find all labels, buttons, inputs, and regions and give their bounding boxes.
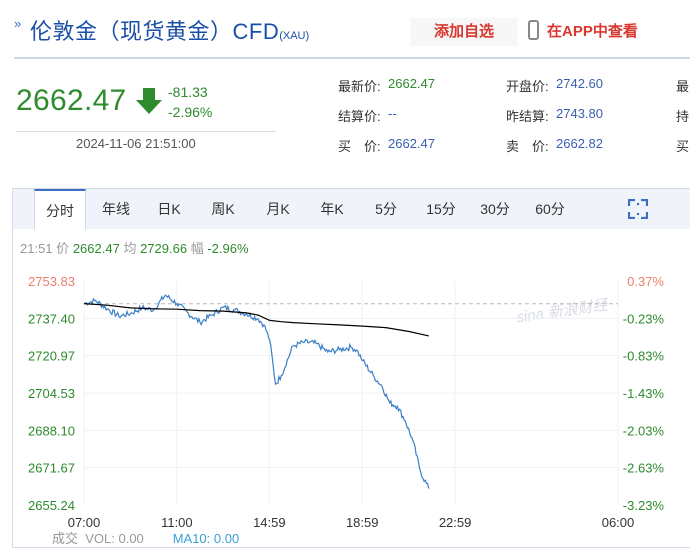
volume-label: 成交	[52, 531, 79, 546]
info-amp-label: 幅	[190, 241, 204, 256]
field-ask-label: 卖 价:	[506, 139, 549, 154]
field-settle-label: 结算价:	[338, 109, 381, 124]
y-pct-tick-label: -1.43%	[623, 386, 665, 401]
field-bid-label: 买 价:	[338, 139, 381, 154]
field-ask-value: 2662.82	[556, 136, 603, 151]
y-pct-tick-label: -3.23%	[623, 498, 665, 513]
add-watchlist-button[interactable]: 添加自选	[410, 18, 518, 46]
tab-daily-k[interactable]: 日K	[157, 201, 181, 217]
info-time: 21:51	[20, 241, 53, 256]
field-latest-value: 2662.47	[388, 76, 435, 91]
page-title: 伦敦金（现货黄金）CFD(XAU)	[30, 19, 310, 44]
y-tick-label: 2688.10	[28, 423, 75, 438]
volume-value: VOL: 0.00	[85, 531, 144, 546]
tab-monthly-k[interactable]: 月K	[266, 201, 290, 217]
y-tick-label: 2753.83	[28, 274, 75, 289]
field-open-value: 2742.60	[556, 76, 603, 91]
field-bid-value: 2662.47	[388, 136, 435, 151]
tab-30min[interactable]: 30分	[480, 201, 510, 217]
ma10-value: MA10: 0.00	[172, 531, 240, 546]
field-cutoff-1: 最	[676, 79, 690, 94]
tab-60min[interactable]: 60分	[535, 201, 565, 217]
price-change: -81.33 -2.96%	[168, 82, 212, 122]
info-amp: -2.96%	[207, 241, 249, 256]
tab-year-line[interactable]: 年线	[102, 201, 130, 217]
price-line	[83, 294, 430, 489]
tab-intraday[interactable]: 分时	[34, 189, 86, 230]
y-pct-tick-label: -2.63%	[623, 461, 665, 476]
field-cutoff-3: 买	[676, 139, 690, 154]
field-cutoff-2: 持	[676, 109, 690, 124]
quote-divider	[16, 131, 276, 132]
y-pct-tick-label: 0.37%	[627, 274, 664, 289]
arrow-down-icon	[136, 88, 162, 114]
tab-15min[interactable]: 15分	[426, 201, 456, 217]
chart-info-bar: 21:51 价 2662.47 均 2729.66 幅 -2.96%	[20, 238, 249, 257]
x-tick-label: 07:00	[68, 515, 101, 530]
info-price: 2662.47	[72, 241, 120, 256]
y-pct-tick-label: -0.23%	[623, 311, 665, 326]
tab-5min[interactable]: 5分	[375, 201, 397, 217]
header-divider	[14, 57, 690, 59]
volume-bar: 成交 VOL: 0.00 MA10: 0.00	[52, 528, 239, 547]
tab-weekly-k[interactable]: 周K	[211, 201, 235, 217]
quote-datetime: 2024-11-06 21:51:00	[76, 136, 196, 151]
chart-tab-bar	[13, 189, 690, 229]
y-pct-tick-label: -0.83%	[623, 349, 665, 364]
view-in-app-label: 在APP中查看	[547, 23, 638, 40]
y-pct-tick-label: -2.03%	[623, 423, 665, 438]
tab-yearly-k[interactable]: 年K	[320, 201, 344, 217]
page-subtitle: (XAU)	[279, 30, 310, 42]
header-arrow-icon: »	[14, 16, 22, 31]
info-avg-label: 均	[123, 241, 137, 256]
field-open-label: 开盘价:	[506, 79, 549, 94]
change-percent: -2.96%	[168, 104, 213, 120]
info-price-label: 价	[56, 241, 70, 256]
x-tick-label: 22:59	[439, 515, 472, 530]
x-tick-label: 11:00	[161, 515, 193, 530]
info-avg: 2729.66	[140, 241, 188, 256]
y-tick-label: 2671.67	[28, 461, 75, 476]
y-tick-label: 2737.40	[28, 311, 75, 326]
field-settle-value: --	[388, 106, 397, 121]
y-tick-label: 2655.24	[28, 498, 75, 513]
field-prev-settle-value: 2743.80	[556, 106, 603, 121]
x-tick-label: 14:59	[253, 515, 286, 530]
current-price: 2662.47	[16, 84, 127, 117]
change-value: -81.33	[168, 84, 208, 100]
field-prev-settle-label: 昨结算:	[506, 109, 549, 124]
x-tick-label: 18:59	[346, 515, 379, 530]
view-in-app-button[interactable]: 在APP中查看	[528, 18, 668, 46]
fullscreen-icon[interactable]	[628, 199, 648, 219]
average-line	[83, 303, 429, 337]
y-tick-label: 2704.53	[28, 386, 75, 401]
y-tick-label: 2720.97	[28, 349, 75, 364]
phone-icon	[528, 20, 539, 41]
field-latest-label: 最新价:	[338, 79, 381, 94]
x-tick-label: 06:00	[602, 515, 635, 530]
